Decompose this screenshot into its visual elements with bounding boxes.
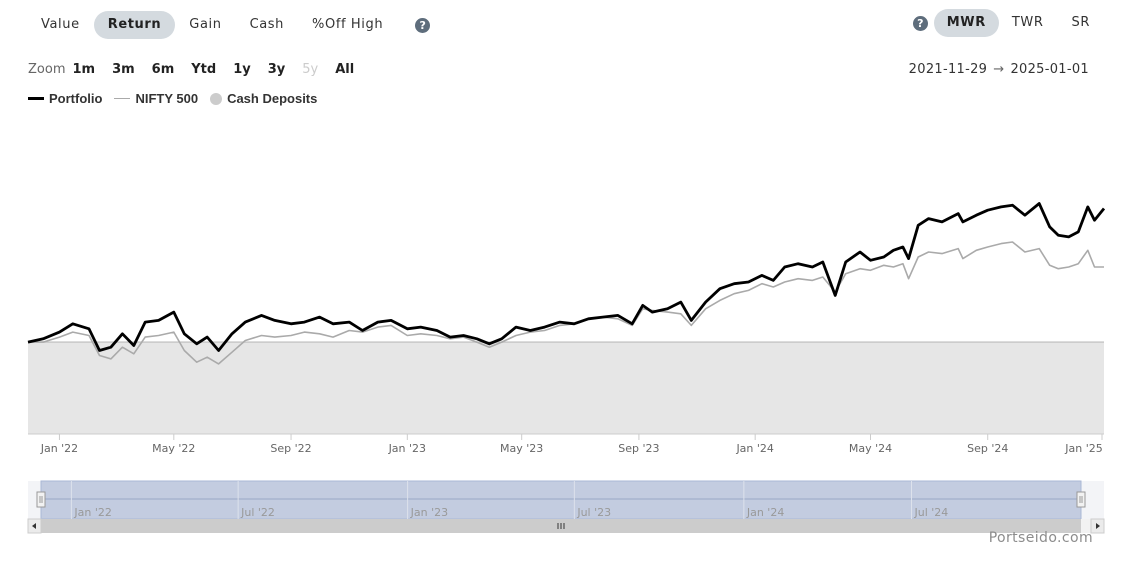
navigator-right-handle[interactable]	[1076, 491, 1086, 508]
tab-gain[interactable]: Gain	[189, 17, 222, 32]
legend-label-portfolio: Portfolio	[49, 91, 103, 106]
navigator[interactable]: Jan '22 Jul '22 Jan '23 Jul '23 Jan '24 Jul '…	[27, 480, 1105, 534]
x-tick-label: Jan '25	[1064, 442, 1102, 455]
tab-mwr[interactable]: MWR	[933, 9, 999, 37]
x-tick-label: Jan '23	[388, 442, 426, 455]
x-tick-label: May '22	[152, 442, 195, 455]
portfolio-line-icon	[28, 97, 44, 100]
series-line-portfolio	[27, 202, 1106, 352]
navigator-tick-label: Jul '23	[576, 506, 611, 519]
scrollbar-grip-icon	[557, 523, 565, 529]
scroll-right-arrow-icon	[1096, 523, 1100, 529]
legend-label-cash-deposits: Cash Deposits	[227, 91, 318, 106]
x-tick-label: May '23	[500, 442, 543, 455]
navigator-tick-label: Jan '23	[410, 506, 448, 519]
navigator-tick-label: Jul '24	[914, 506, 949, 519]
nifty-500-line-icon	[114, 98, 131, 99]
method-tabs: ? MWR TWR SR	[912, 9, 1105, 37]
navigator-left-handle[interactable]	[36, 491, 46, 508]
range-from-input[interactable]: 2021-11-29	[908, 62, 988, 77]
legend-item-nifty-500[interactable]: NIFTY 500	[114, 91, 198, 106]
navigator-ticks: Jan '22 Jul '22 Jan '23 Jul '23 Jan '24 Jul '…	[70, 481, 949, 519]
tab-twr[interactable]: TWR	[1011, 15, 1044, 30]
help-icon[interactable]: ?	[415, 17, 431, 33]
zoom-all-button[interactable]: All	[335, 62, 355, 77]
x-tick-label: Sep '23	[618, 442, 659, 455]
zoom-ytd-button[interactable]: Ytd	[191, 62, 217, 77]
zoom-controls: Zoom 1m 3m 6m Ytd 1y 3y 5y All	[28, 62, 371, 77]
cash-deposits-dot-icon	[210, 92, 223, 105]
x-axis-ticks: Jan '22 May '22 Sep '22 Jan '23 May '23 Sep '…	[40, 434, 1103, 455]
navigator-tick-label: Jan '22	[73, 506, 111, 519]
scroll-left-button[interactable]	[27, 518, 42, 534]
zoom-3m-button[interactable]: 3m	[112, 62, 135, 77]
series-line-nifty-500	[28, 241, 1104, 365]
navigator-tick-label: Jul '22	[240, 506, 275, 519]
tab-cash[interactable]: Cash	[249, 17, 285, 32]
x-tick-label: Sep '22	[270, 442, 311, 455]
tab-return[interactable]: Return	[93, 11, 176, 39]
x-tick-label: Sep '24	[967, 442, 1008, 455]
navigator-tick-label: Jan '24	[746, 506, 784, 519]
legend-item-portfolio[interactable]: Portfolio	[28, 91, 102, 106]
zoom-1y-button[interactable]: 1y	[233, 62, 251, 77]
zoom-5y-button: 5y	[302, 62, 319, 77]
x-tick-label: Jan '24	[735, 442, 773, 455]
x-tick-label: May '24	[849, 442, 892, 455]
scroll-right-button[interactable]	[1090, 518, 1105, 534]
zoom-label: Zoom	[28, 62, 66, 77]
legend-item-cash-deposits[interactable]: Cash Deposits	[210, 91, 317, 106]
view-tabs: Value Return Gain Cash %Off High ?	[27, 11, 431, 39]
scroll-left-arrow-icon	[32, 523, 36, 529]
legend-label-nifty-500: NIFTY 500	[135, 91, 199, 106]
date-range: 2021-11-29 → 2025-01-01	[909, 62, 1089, 77]
chart-legend: Portfolio NIFTY 500 Cash Deposits	[28, 91, 329, 106]
brand-watermark: Portseido.com	[988, 530, 1093, 546]
tab-sr[interactable]: SR	[1071, 15, 1090, 30]
tab-value[interactable]: Value	[41, 17, 80, 32]
x-tick-label: Jan '22	[40, 442, 78, 455]
tab-off-high[interactable]: %Off High	[312, 17, 384, 32]
zoom-1m-button[interactable]: 1m	[72, 62, 96, 77]
zoom-3y-button[interactable]: 3y	[267, 62, 286, 77]
range-arrow-icon: →	[993, 62, 1005, 77]
zoom-6m-button[interactable]: 6m	[151, 62, 175, 77]
method-help-icon[interactable]: ?	[912, 15, 928, 31]
range-to-input[interactable]: 2025-01-01	[1010, 62, 1089, 77]
